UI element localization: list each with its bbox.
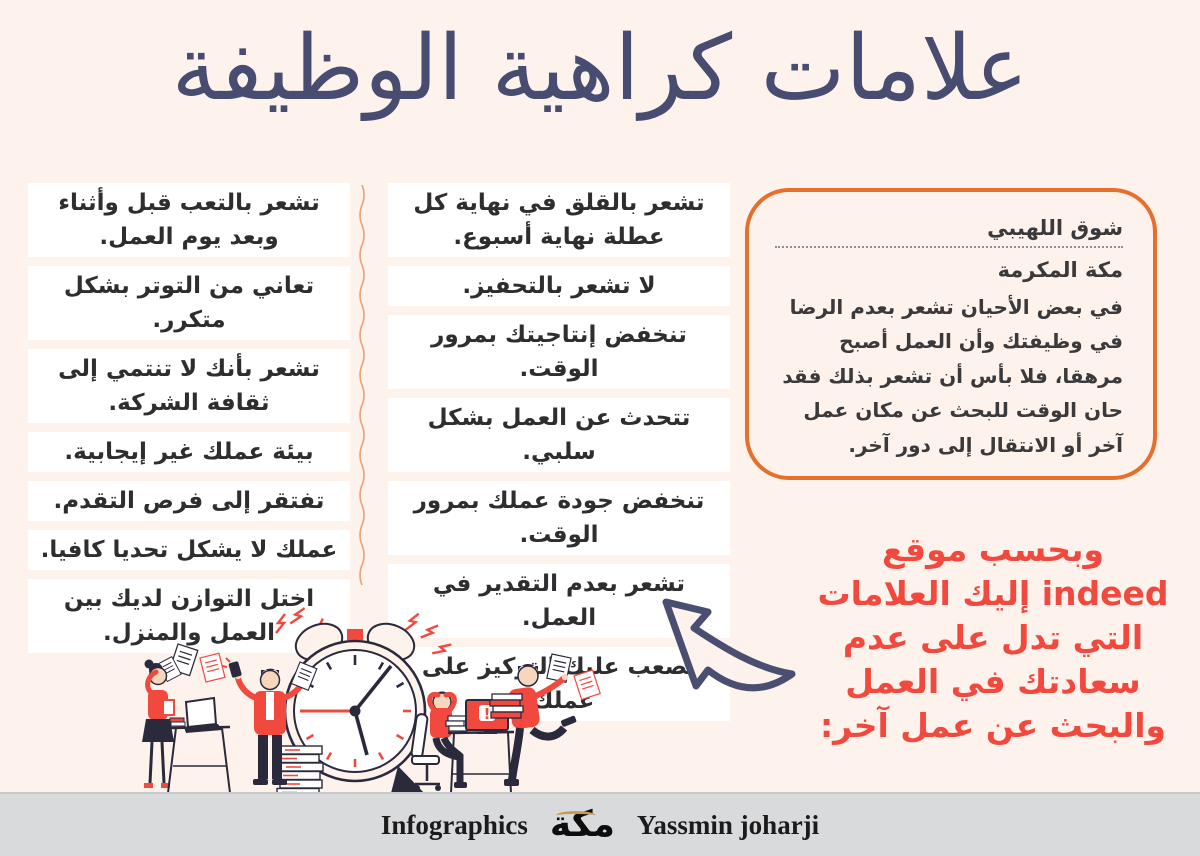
page-title: علامات كراهية الوظيفة [171,16,1030,121]
list-item: اختل التوازن لديك بين العمل والمنزل. [28,579,350,654]
list-item: تنخفض جودة عملك بمرور الوقت. [388,481,730,556]
source-caption: وبحسب موقع indeed إليك العلامات التي تدل… [795,528,1191,747]
stressed-woman-figure [142,659,175,788]
author-info-box: شوق اللهيبي مكة المكرمة في بعض الأحيان ت… [745,188,1157,480]
overwhelmed-man-figure [221,657,318,785]
list-item: تشعر بالقلق في نهاية كل عطلة نهاية أسبوع… [388,183,730,258]
list-item: بيئة عملك غير إيجابية. [28,432,350,473]
logo-gold-band [555,811,596,820]
list-item: لا تشعر بالتحفيز. [388,266,730,307]
office-chair [410,713,441,791]
dotted-divider [775,246,1123,248]
list-item: عملك لا يشكل تحديا كافيا. [28,530,350,571]
caption-line: وبحسب موقع [882,530,1104,569]
list-item: تشعر بالتعب قبل وأثناء وبعد يوم العمل. [28,183,350,258]
list-item: تتحدث عن العمل بشكل سلبي. [388,398,730,473]
caption-line: والبحث عن عمل آخر: [819,705,1167,745]
intro-paragraph: في بعض الأحيان تشعر بعدم الرضا في وظيفتك… [782,295,1123,457]
flying-paper-icon [157,643,226,683]
list-item: تعاني من التوتر بشكل متكرر. [28,266,350,341]
list-item: تشعر بأنك لا تنتمي إلى ثقافة الشركة. [28,349,350,424]
makkah-logo: مكة [550,807,615,843]
running-man-figure [489,663,577,786]
caption-line: التي تدل على عدم [842,617,1144,657]
list-item: تنخفض إنتاجيتك بمرور الوقت. [388,315,730,390]
seated-person-figure [427,691,467,788]
footer-bar: Infographics مكة Yassmin joharji [0,792,1200,856]
signs-list-left: تشعر بالتعب قبل وأثناء وبعد يوم العمل. ت… [28,183,350,654]
caption-line: سعادتك في العمل [845,661,1141,701]
paper-stack [276,745,324,798]
footer-infographics-label: Infographics [380,809,528,840]
signs-list-middle: تشعر بالقلق في نهاية كل عطلة نهاية أسبوع… [388,183,730,722]
desk-with-monitor: ! [445,699,515,794]
flying-paper-icon [546,653,601,701]
location-label: مكة المكرمة [997,258,1123,282]
curved-arrow-icon [662,598,796,692]
stressed-office-illustration: ! [142,606,601,798]
desk-with-laptop [167,696,231,794]
monitor-alert-symbol: ! [484,705,491,723]
list-item: تفتقر إلى فرص التقدم. [28,481,350,522]
footer-author-label: Yassmin joharji [636,809,820,840]
wavy-divider-line [359,185,365,586]
author-name: شوق اللهيبي [987,216,1123,240]
caption-line: indeed إليك العلامات [817,573,1169,613]
